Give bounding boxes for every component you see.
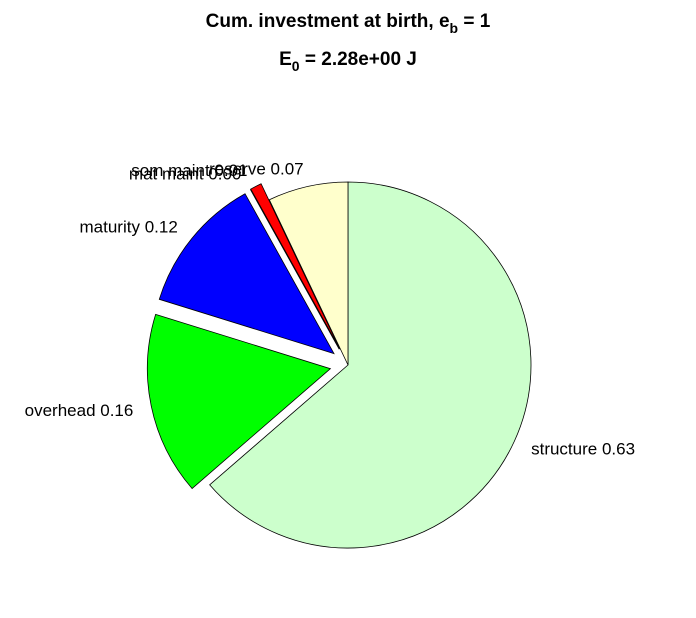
- slice-label: structure 0.63: [531, 440, 635, 459]
- chart-subtitle: E0 = 2.28e+00 J: [279, 49, 417, 74]
- slice-label: som maint 0.01: [131, 161, 247, 180]
- pie-slice: [268, 181, 349, 366]
- pie-slice: [209, 181, 532, 549]
- slice-label: overhead 0.16: [25, 401, 134, 420]
- chart-title: Cum. investment at birth, eb = 1: [206, 11, 491, 36]
- pie-slice: [146, 313, 332, 490]
- slice-label: reserve 0.07: [209, 160, 304, 179]
- slice-label: mat maint 0.00: [129, 164, 241, 183]
- pie-slice: [158, 193, 335, 355]
- slice-label: maturity 0.12: [80, 218, 178, 237]
- pie-slice: [250, 183, 341, 350]
- pie: structure 0.63 overhead 0.16 maturity 0.12…: [25, 160, 635, 549]
